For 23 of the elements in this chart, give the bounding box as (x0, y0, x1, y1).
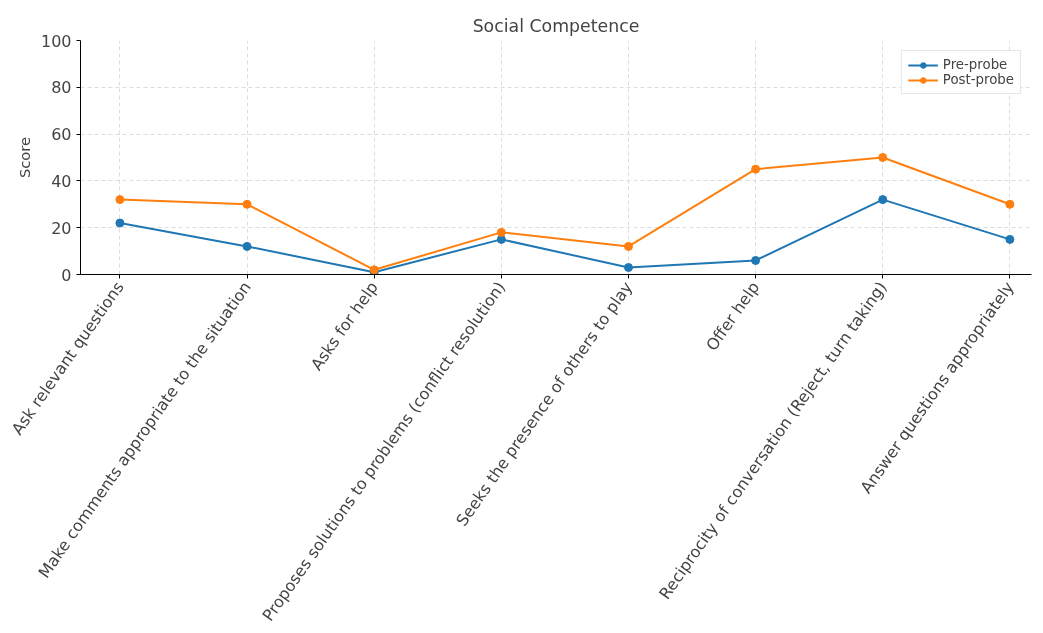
point (878, 195, 888, 205)
point (115, 195, 125, 205)
point (1005, 199, 1015, 209)
point (751, 255, 761, 265)
y-tick-label: 100 (40, 31, 72, 51)
point (242, 199, 252, 209)
point (623, 241, 633, 251)
point (115, 218, 125, 228)
point (496, 227, 506, 237)
y-tick-label: 20 (51, 218, 72, 238)
y-tick-label: 40 (51, 171, 72, 191)
y-tick-label: 80 (51, 78, 72, 98)
y-axis-title: Score (15, 136, 33, 179)
chart-title: Social Competence (472, 15, 640, 36)
point (242, 241, 252, 251)
point (623, 262, 633, 272)
y-tick-label: 0 (61, 265, 72, 285)
legend-label: Post-probe (942, 72, 1014, 87)
point (751, 164, 761, 174)
point (878, 153, 888, 162)
point (1005, 234, 1015, 244)
y-tick-label: 60 (51, 125, 72, 145)
legend-label: Pre-probe (942, 57, 1008, 72)
